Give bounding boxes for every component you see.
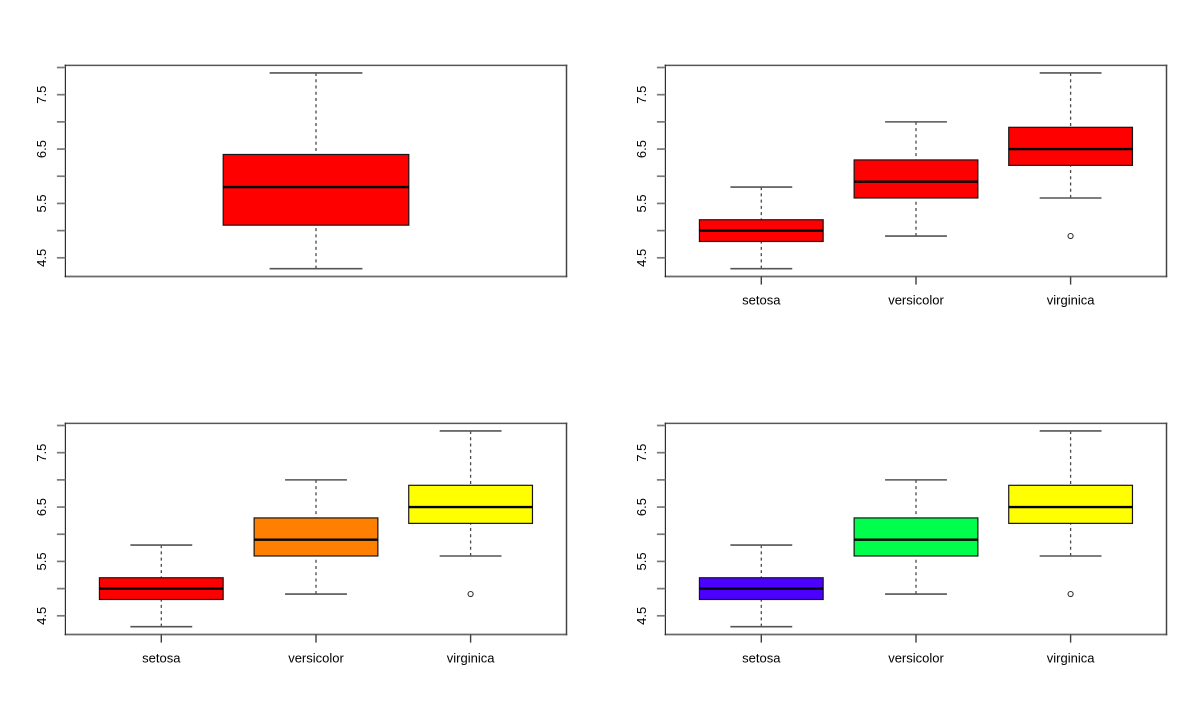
svg-text:4.5: 4.5: [34, 607, 49, 625]
svg-text:4.5: 4.5: [34, 249, 49, 267]
svg-text:versicolor: versicolor: [288, 651, 344, 666]
svg-text:7.5: 7.5: [34, 86, 49, 104]
svg-text:virginica: virginica: [447, 651, 495, 666]
svg-text:6.5: 6.5: [34, 140, 49, 158]
svg-text:setosa: setosa: [142, 651, 181, 666]
svg-text:versicolor: versicolor: [888, 651, 944, 666]
svg-text:7.5: 7.5: [634, 86, 649, 104]
svg-text:virginica: virginica: [1047, 651, 1095, 666]
svg-text:setosa: setosa: [742, 651, 781, 666]
svg-text:5.5: 5.5: [34, 194, 49, 212]
svg-text:4.5: 4.5: [634, 249, 649, 267]
svg-text:6.5: 6.5: [634, 498, 649, 516]
svg-text:4.5: 4.5: [634, 607, 649, 625]
svg-text:7.5: 7.5: [34, 444, 49, 462]
svg-text:6.5: 6.5: [634, 140, 649, 158]
svg-text:versicolor: versicolor: [888, 293, 944, 308]
svg-text:7.5: 7.5: [634, 444, 649, 462]
svg-text:setosa: setosa: [742, 293, 781, 308]
svg-text:5.5: 5.5: [634, 552, 649, 570]
svg-text:5.5: 5.5: [34, 552, 49, 570]
svg-text:5.5: 5.5: [634, 194, 649, 212]
svg-text:6.5: 6.5: [34, 498, 49, 516]
svg-text:virginica: virginica: [1047, 293, 1095, 308]
